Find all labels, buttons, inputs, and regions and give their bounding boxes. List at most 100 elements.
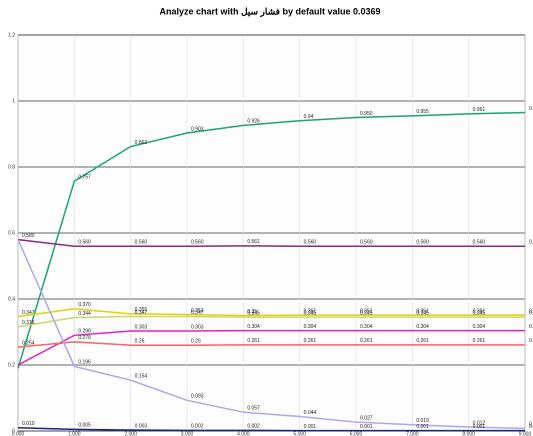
data-label: 0.965 xyxy=(529,106,533,112)
y-tick-label: 1 xyxy=(12,98,15,104)
data-label: 0.560 xyxy=(78,240,91,246)
series-line xyxy=(17,239,526,430)
series-line xyxy=(17,308,525,318)
data-label: 0.903 xyxy=(191,126,204,132)
x-tick-label: 8.000 xyxy=(462,431,475,436)
data-label: 0.261 xyxy=(416,338,429,344)
x-tick-label: 5.000 xyxy=(293,431,306,436)
data-label: 0.345 xyxy=(416,310,429,316)
y-tick-label: 1.2 xyxy=(8,32,15,38)
series-line xyxy=(17,238,525,247)
data-label: 0.345 xyxy=(473,310,486,316)
data-label: 0.002 xyxy=(191,424,204,430)
data-label: 0.316 xyxy=(22,320,35,326)
data-label: 0.345 xyxy=(529,310,533,316)
data-label: 0.261 xyxy=(247,338,260,344)
data-label: 0.303 xyxy=(191,324,204,330)
data-label: 0.254 xyxy=(22,341,35,347)
data-label: 0.560 xyxy=(135,240,148,246)
data-label: 0.012 xyxy=(473,420,486,426)
data-label: 0.926 xyxy=(247,119,260,125)
data-label: 0.001 xyxy=(473,424,486,430)
data-label: 0.561 xyxy=(247,239,260,245)
data-label: 0.560 xyxy=(304,240,317,246)
data-label: 0.005 xyxy=(78,423,91,429)
data-label: 0.353 xyxy=(191,308,204,314)
data-label: 0.261 xyxy=(473,338,486,344)
series-line xyxy=(17,426,525,432)
data-label: 0.019 xyxy=(416,418,429,424)
x-tick-label: 7.000 xyxy=(406,431,419,436)
data-label: 0.261 xyxy=(360,338,373,344)
data-label: 0.351 xyxy=(360,308,373,314)
y-tick-label: 0 xyxy=(12,428,15,434)
y-tick-label: 0.6 xyxy=(8,230,15,236)
data-label: 0.261 xyxy=(304,338,317,344)
data-label: 0.304 xyxy=(360,324,373,330)
data-label: 0.001 xyxy=(529,424,533,430)
data-label: 0.345 xyxy=(304,310,317,316)
data-label: 0.560 xyxy=(360,240,373,246)
data-label: 0.560 xyxy=(416,240,429,246)
data-label: 0.347 xyxy=(135,310,148,316)
data-label: 0.757 xyxy=(78,175,91,181)
data-label: 0.290 xyxy=(78,329,91,335)
data-label: 0.26 xyxy=(191,339,201,345)
series-line xyxy=(17,341,525,348)
series-line xyxy=(17,315,525,328)
data-label: 0.304 xyxy=(304,324,317,330)
data-label: 0.304 xyxy=(247,324,260,330)
data-label: 0.344 xyxy=(78,311,91,317)
data-label: 0.154 xyxy=(135,374,148,380)
data-label: 0.008 xyxy=(529,422,533,428)
y-tick-label: 0.4 xyxy=(8,296,15,302)
data-label: 0.26 xyxy=(135,339,145,345)
x-tick-label: 4.000 xyxy=(237,431,250,436)
data-label: 0.345 xyxy=(247,310,260,316)
data-label: 0.345 xyxy=(360,310,373,316)
data-label: 0.003 xyxy=(135,423,148,429)
data-label: 0.001 xyxy=(360,424,373,430)
data-label: 0.347 xyxy=(191,310,204,316)
data-label: 0.002 xyxy=(247,424,260,430)
y-tick-label: 0.8 xyxy=(8,164,15,170)
data-label: 0.351 xyxy=(416,308,429,314)
data-label: 0.580 xyxy=(22,233,35,239)
data-label: 0.057 xyxy=(247,406,260,412)
data-label: 0.261 xyxy=(529,338,533,344)
data-label: 0.010 xyxy=(22,421,35,427)
x-tick-label: 6.000 xyxy=(350,431,363,436)
data-label: 0.351 xyxy=(529,308,533,314)
data-label: 0.001 xyxy=(304,424,317,430)
data-label: 0.560 xyxy=(191,240,204,246)
data-label: 0.370 xyxy=(78,302,91,308)
x-tick-label: 3.000 xyxy=(181,431,194,436)
data-label: 0.950 xyxy=(360,111,373,117)
series-line xyxy=(17,329,525,366)
data-label: 0.304 xyxy=(529,324,533,330)
data-label: 0.961 xyxy=(473,107,486,113)
x-tick-label: 2.000 xyxy=(124,431,137,436)
data-label: 0.351 xyxy=(304,308,317,314)
data-label: 0.351 xyxy=(473,308,486,314)
data-label: 0.303 xyxy=(135,324,148,330)
data-label: 0.304 xyxy=(416,324,429,330)
y-tick-label: 0.2 xyxy=(8,362,15,368)
data-label: 0.044 xyxy=(304,410,317,416)
series-line xyxy=(17,111,526,369)
data-label: 0.027 xyxy=(360,415,373,421)
data-label: 0.001 xyxy=(416,424,429,430)
data-label: 0.347 xyxy=(22,310,35,316)
chart-title: Analyze chart with فشار سیل by default v… xyxy=(159,6,380,17)
x-tick-label: 9.000 xyxy=(519,431,532,436)
x-tick-label: 0.000 xyxy=(12,431,25,436)
data-label: 0.35 xyxy=(247,309,257,315)
data-label: 0.862 xyxy=(135,140,148,146)
data-label: 0.355 xyxy=(135,307,148,313)
data-label: 0.560 xyxy=(473,240,486,246)
x-tick-label: 1.000 xyxy=(68,431,81,436)
data-label: 0.560 xyxy=(529,240,533,246)
data-label: 0.093 xyxy=(191,394,204,400)
data-label: 0.955 xyxy=(416,109,429,115)
